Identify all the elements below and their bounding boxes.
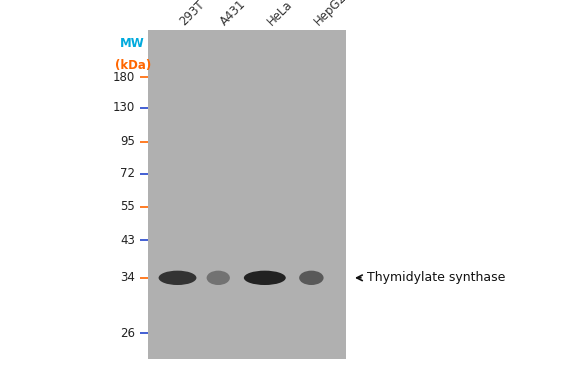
Text: HepG2: HepG2 <box>311 0 349 28</box>
Text: A431: A431 <box>218 0 249 28</box>
Text: 55: 55 <box>120 200 135 213</box>
Ellipse shape <box>244 271 286 285</box>
Text: 293T: 293T <box>178 0 208 28</box>
Text: HeLa: HeLa <box>265 0 295 28</box>
Text: 34: 34 <box>120 271 135 284</box>
Ellipse shape <box>158 271 196 285</box>
Text: MW: MW <box>120 37 145 50</box>
Text: 72: 72 <box>120 167 135 180</box>
Text: Thymidylate synthase: Thymidylate synthase <box>367 271 505 284</box>
Ellipse shape <box>207 271 230 285</box>
Ellipse shape <box>299 271 324 285</box>
Text: 130: 130 <box>113 101 135 114</box>
Bar <box>148 30 346 359</box>
Text: (kDa): (kDa) <box>115 59 151 71</box>
Text: 95: 95 <box>120 135 135 148</box>
Text: 26: 26 <box>120 327 135 340</box>
Text: 180: 180 <box>113 71 135 84</box>
Text: 43: 43 <box>120 234 135 246</box>
